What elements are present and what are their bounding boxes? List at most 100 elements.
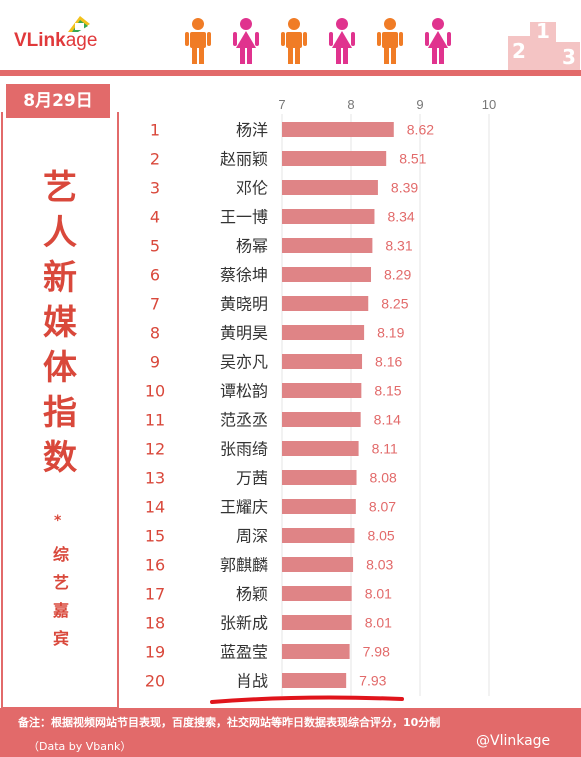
value-label: 8.15 — [374, 383, 401, 399]
value-label: 8.07 — [369, 499, 396, 515]
title-char: 新 — [43, 258, 77, 298]
podium-label-3: 3 — [562, 45, 576, 69]
value-label: 7.93 — [359, 673, 386, 689]
category-label: 张雨绮 — [220, 440, 268, 459]
value-label: 8.25 — [381, 296, 408, 312]
subtitle-char: 嘉 — [52, 601, 69, 620]
subtitle-char: 综 — [52, 545, 69, 564]
page-subtitle: 综艺嘉宾 — [49, 541, 73, 653]
value-label: 8.11 — [372, 441, 398, 457]
value-label: 8.51 — [399, 151, 426, 167]
bar — [282, 644, 350, 659]
value-label: 8.01 — [365, 586, 392, 602]
category-label: 黄晓明 — [220, 295, 268, 314]
underline-mark — [210, 695, 404, 704]
value-label: 8.34 — [387, 209, 414, 225]
rank-label: 8 — [150, 324, 160, 343]
value-label: 8.62 — [407, 122, 434, 138]
rank-label: 2 — [150, 150, 160, 169]
value-label: 8.08 — [370, 470, 397, 486]
bar — [282, 238, 373, 253]
title-char: 人 — [43, 213, 77, 253]
watermark-text: @Vlinkage — [476, 733, 551, 749]
podium-label-1: 1 — [536, 19, 550, 43]
brand-logo: VLinkage — [14, 30, 97, 52]
category-label: 范丞丞 — [220, 411, 268, 430]
footer-bar: 备注：根据视频网站节目表现，百度搜索，社交网站等昨日数据表现综合评分，10分制 … — [0, 708, 581, 757]
value-label: 8.39 — [391, 180, 418, 196]
rank-label: 12 — [145, 440, 165, 459]
person-icon — [281, 18, 307, 64]
category-label: 周深 — [236, 527, 268, 546]
rank-label: 17 — [145, 585, 165, 604]
bar — [282, 267, 372, 282]
category-label: 杨颖 — [236, 585, 268, 604]
bar — [282, 528, 355, 543]
rank-label: 10 — [145, 382, 165, 401]
bar — [282, 557, 354, 572]
rank-label: 18 — [145, 614, 165, 633]
value-label: 8.19 — [377, 325, 404, 341]
people-icons — [185, 18, 451, 64]
category-label: 万茜 — [236, 469, 268, 488]
bar — [282, 325, 365, 340]
value-label: 8.16 — [375, 354, 402, 370]
value-label: 8.03 — [366, 557, 393, 573]
bar — [282, 180, 378, 195]
category-label: 蔡徐坤 — [220, 266, 268, 285]
footer-note: 备注：根据视频网站节目表现，百度搜索，社交网站等昨日数据表现综合评分，10分制 — [18, 716, 441, 729]
value-label: 7.98 — [363, 644, 390, 660]
rank-label: 11 — [145, 411, 165, 430]
title-star: * — [54, 513, 62, 529]
value-label: 8.14 — [374, 412, 401, 428]
bar — [282, 412, 361, 427]
subtitle-char: 艺 — [52, 573, 69, 592]
category-label: 张新成 — [220, 614, 268, 633]
x-tick-label: 9 — [416, 97, 423, 112]
bar — [282, 586, 352, 601]
rank-label: 1 — [150, 121, 160, 140]
value-label: 8.01 — [365, 615, 392, 631]
title-char: 指 — [43, 393, 77, 433]
page-title: 艺人新媒体指数 — [36, 166, 84, 481]
bar — [282, 470, 357, 485]
bar — [282, 673, 347, 688]
bar — [282, 151, 387, 166]
x-tick-label: 10 — [482, 97, 496, 112]
bar — [282, 383, 362, 398]
category-label: 肖战 — [236, 672, 268, 691]
rank-label: 3 — [150, 179, 160, 198]
logo-text-rest: age — [65, 30, 98, 51]
rank-label: 20 — [145, 672, 165, 691]
category-label: 杨洋 — [236, 121, 268, 140]
title-char: 数 — [43, 438, 77, 478]
rank-label: 9 — [150, 353, 160, 372]
bar — [282, 296, 369, 311]
footer-source: （Data by Vbank） — [28, 740, 132, 753]
person-icon — [185, 18, 211, 64]
rank-label: 5 — [150, 237, 160, 256]
category-label: 赵丽颖 — [220, 150, 268, 169]
bar — [282, 122, 394, 137]
title-char: 媒 — [43, 303, 77, 343]
person-icon — [329, 18, 355, 64]
bar — [282, 615, 352, 630]
header-divider — [0, 70, 581, 76]
title-char: 体 — [43, 348, 77, 388]
subtitle-char: 宾 — [52, 629, 69, 648]
value-label: 8.29 — [384, 267, 411, 283]
title-char: 艺 — [43, 168, 77, 208]
category-label: 谭松韵 — [220, 382, 268, 401]
rank-label: 7 — [150, 295, 160, 314]
rank-label: 6 — [150, 266, 160, 285]
category-label: 王耀庆 — [220, 498, 268, 517]
category-label: 王一博 — [220, 208, 268, 227]
logo-mark-icon — [68, 16, 90, 32]
rank-label: 16 — [145, 556, 165, 575]
category-label: 黄明昊 — [220, 324, 268, 343]
person-icon — [233, 18, 259, 64]
category-label: 杨幂 — [236, 237, 268, 256]
bar — [282, 209, 375, 224]
sidebar-panel: 8月29日 艺人新媒体指数 * 综艺嘉宾 — [0, 76, 120, 710]
rank-label: 19 — [145, 643, 165, 662]
